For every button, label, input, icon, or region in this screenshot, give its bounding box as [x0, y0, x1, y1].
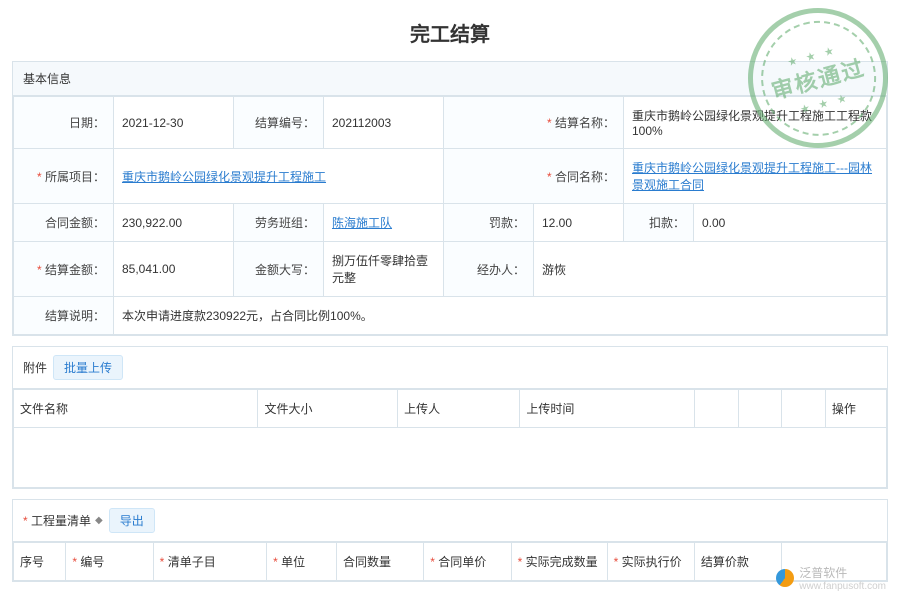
attach-col-op4: 操作 [825, 390, 886, 428]
value-date: 2021-12-30 [114, 97, 234, 149]
basic-info-header: 基本信息 [13, 62, 887, 96]
sort-icon[interactable]: ◆ [95, 515, 103, 526]
label-settle-no: 结算编号： [234, 97, 324, 149]
label-settle-name: 结算名称： [547, 116, 615, 130]
attach-col-op2 [738, 390, 782, 428]
label-operator: 经办人： [444, 242, 534, 297]
label-remark: 结算说明： [14, 297, 114, 335]
attach-col-op1 [694, 390, 738, 428]
label-date: 日期： [14, 97, 114, 149]
watermark-url: www.fanpusoft.com [799, 581, 886, 592]
contract-link[interactable]: 重庆市鹅岭公园绿化景观提升工程施工---园林景观施工合同 [632, 161, 872, 192]
bill-col-settle-price: 结算价款 [694, 543, 781, 581]
label-contract-name: 合同名称： [547, 170, 615, 184]
bill-title: 工程量清单 [23, 512, 91, 529]
bill-col-item: 清单子目 [160, 555, 216, 569]
label-deduction: 扣款： [624, 204, 694, 242]
bill-col-actual-price: 实际执行价 [614, 555, 682, 569]
attach-col-time: 上传时间 [520, 390, 695, 428]
bill-table: 序号 编号 清单子目 单位 合同数量 合同单价 实际完成数量 实际执行价 结算价… [13, 542, 887, 581]
label-contract-amount: 合同金额： [14, 204, 114, 242]
export-button[interactable]: 导出 [109, 508, 155, 533]
label-amount-cn: 金额大写： [234, 242, 324, 297]
value-settle-name: 重庆市鹅岭公园绿化景观提升工程施工工程款100% [624, 97, 887, 149]
basic-info-table: 日期： 2021-12-30 结算编号： 202112003 结算名称： 重庆市… [13, 96, 887, 335]
value-operator: 游恢 [534, 242, 887, 297]
labor-team-link[interactable]: 陈海施工队 [332, 216, 392, 230]
value-settle-no: 202112003 [324, 97, 444, 149]
attachments-title: 附件 [23, 359, 47, 376]
value-amount-cn: 捌万伍仟零肆拾壹元整 [324, 242, 444, 297]
attachments-table: 文件名称 文件大小 上传人 上传时间 操作 [13, 389, 887, 488]
value-settle-amount: 85,041.00 [114, 242, 234, 297]
attach-col-name: 文件名称 [14, 390, 258, 428]
label-settle-amount: 结算金额： [37, 263, 105, 277]
attachments-section: 附件 批量上传 文件名称 文件大小 上传人 上传时间 操作 [12, 346, 888, 489]
attach-empty-row [14, 428, 887, 488]
bill-col-seq: 序号 [14, 543, 66, 581]
bill-col-extra [782, 543, 887, 581]
bill-section: 工程量清单 ◆ 导出 序号 编号 清单子目 单位 合同数量 合同单价 实际完成数… [12, 499, 888, 582]
value-deduction: 0.00 [694, 204, 887, 242]
attach-col-size: 文件大小 [258, 390, 398, 428]
page-title: 完工结算 [0, 0, 900, 61]
bill-col-actual-qty: 实际完成数量 [518, 555, 598, 569]
project-link[interactable]: 重庆市鹅岭公园绿化景观提升工程施工 [122, 170, 326, 184]
value-penalty: 12.00 [534, 204, 624, 242]
bill-col-code: 编号 [72, 555, 104, 569]
basic-info-section: 基本信息 日期： 2021-12-30 结算编号： 202112003 结算名称… [12, 61, 888, 336]
batch-upload-button[interactable]: 批量上传 [53, 355, 123, 380]
bill-col-contract-price: 合同单价 [430, 555, 486, 569]
label-project: 所属项目： [37, 170, 105, 184]
label-labor-team: 劳务班组： [234, 204, 324, 242]
bill-col-contract-qty: 合同数量 [336, 543, 423, 581]
attach-col-uploader: 上传人 [398, 390, 520, 428]
label-penalty: 罚款： [444, 204, 534, 242]
value-contract-amount: 230,922.00 [114, 204, 234, 242]
value-remark: 本次申请进度款230922元，占合同比例100%。 [114, 297, 887, 335]
attach-col-op3 [782, 390, 826, 428]
bill-col-unit: 单位 [273, 555, 305, 569]
